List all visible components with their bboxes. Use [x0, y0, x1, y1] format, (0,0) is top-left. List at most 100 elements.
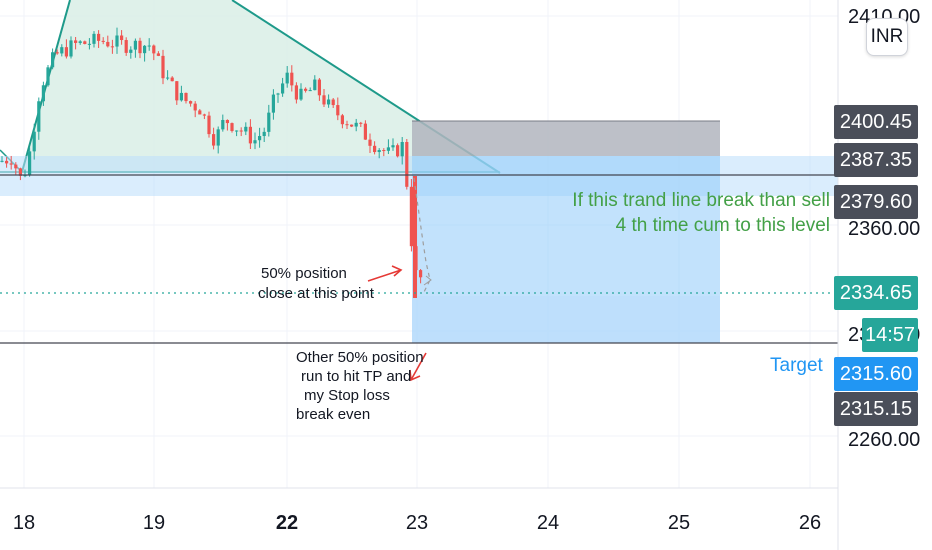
projection-path — [413, 177, 431, 293]
candle-body — [60, 47, 64, 54]
stop-level-tag: 2400.45 — [834, 105, 918, 139]
candle-body — [179, 92, 183, 101]
candle-body — [271, 94, 275, 113]
candle-body — [32, 131, 36, 152]
projection-arrowhead — [423, 275, 432, 286]
candle-body — [97, 33, 101, 41]
candle-body — [83, 41, 87, 44]
partial-close-line-2: close at this point — [258, 285, 374, 302]
y-tick-label: 2260.00 — [848, 429, 920, 451]
candle-body — [106, 41, 110, 47]
candle-body — [304, 88, 308, 91]
candle-body — [0, 160, 4, 162]
candle-body — [198, 110, 202, 115]
candle-body — [382, 150, 386, 152]
candle-body — [225, 119, 229, 124]
candle-body — [391, 145, 395, 148]
candle-body — [23, 175, 27, 177]
partial-close-line-1: 50% position — [261, 265, 347, 282]
candle-body — [18, 168, 22, 176]
runner-line-1: Other 50% position — [296, 349, 424, 366]
candle-body — [221, 119, 225, 130]
candle-body — [377, 150, 381, 153]
candle-body — [322, 95, 326, 105]
candle-body — [193, 103, 197, 111]
candle-body — [5, 160, 9, 164]
candle-body — [138, 40, 142, 54]
candle-body — [37, 101, 41, 132]
candle-body — [184, 92, 188, 102]
candle-body — [317, 79, 321, 96]
currency-button[interactable]: INR — [866, 18, 908, 56]
candle-body — [216, 129, 220, 146]
partial-close-arrowhead — [391, 265, 403, 277]
candle-body — [92, 33, 96, 44]
candle-body — [368, 139, 372, 146]
candle-body — [290, 72, 294, 86]
x-tick-label: 23 — [406, 512, 428, 534]
x-tick-label: 26 — [799, 512, 821, 534]
candle-body — [87, 43, 91, 45]
candle-body — [409, 186, 413, 247]
candle-body — [299, 88, 303, 100]
candle-body — [345, 124, 349, 126]
partial-close-note: 50% position close at this point — [258, 264, 374, 304]
sell-note-line-1: If this trand line break than sell — [572, 190, 830, 211]
candlestick-series — [0, 27, 423, 298]
candle-body — [386, 147, 390, 151]
sell-note: If this trand line break than sell 4 th … — [560, 188, 830, 238]
candle-body — [363, 123, 367, 140]
target-zone-lower — [412, 296, 720, 343]
candle-body — [313, 79, 317, 91]
runner-arrowhead — [409, 369, 421, 382]
trendline-rising[interactable] — [21, 0, 71, 173]
countdown-tag: 14:57 — [862, 318, 918, 352]
candle-body — [64, 47, 68, 57]
candle-body — [267, 112, 271, 132]
candle-body — [396, 145, 400, 157]
x-tick-label: 18 — [13, 512, 35, 534]
candle-body — [41, 85, 45, 102]
candle-body — [133, 40, 137, 50]
candle-body — [161, 55, 165, 79]
candle-body — [129, 49, 133, 53]
x-tick-label: 25 — [668, 512, 690, 534]
candle-body — [46, 67, 50, 86]
stop-loss-zone[interactable] — [412, 121, 720, 156]
target-price-tag: 2315.60 — [834, 357, 918, 391]
candle-body — [230, 123, 234, 132]
target-level-tag: 2315.15 — [834, 392, 918, 426]
runner-line-3: my Stop loss — [304, 387, 390, 404]
candle-body — [340, 115, 344, 125]
sell-note-line-2: 4 th time cum to this level — [615, 215, 830, 236]
x-tick-label: 19 — [143, 512, 165, 534]
candle-body — [166, 77, 170, 79]
candle-body — [9, 163, 13, 165]
candle-body — [51, 52, 55, 68]
candle-body — [373, 145, 377, 153]
candle-body — [308, 90, 312, 92]
last-price-tag: 2334.65 — [834, 276, 918, 310]
candle-body — [110, 46, 114, 48]
target-label: Target — [770, 355, 823, 376]
candle-body — [101, 40, 105, 42]
candle-body — [74, 40, 78, 43]
time-axis[interactable]: 18 19 22 23 24 25 26 — [13, 512, 821, 534]
candle-body — [350, 124, 354, 127]
candle-body — [253, 140, 257, 144]
y-tick-label: 2360.00 — [848, 218, 920, 240]
candle-body — [281, 83, 285, 94]
entry-level-tag: 2387.35 — [834, 143, 918, 177]
trend-level-tag: 2379.60 — [834, 185, 918, 219]
candle-body — [55, 52, 59, 54]
candle-body — [336, 105, 340, 116]
candle-body — [170, 77, 174, 82]
candle-body — [115, 35, 119, 47]
candle-body — [207, 115, 211, 135]
candle-body — [354, 122, 358, 127]
candle-body — [143, 45, 147, 54]
candle-body — [276, 93, 280, 95]
candle-body — [235, 130, 239, 132]
candle-body — [152, 45, 156, 54]
